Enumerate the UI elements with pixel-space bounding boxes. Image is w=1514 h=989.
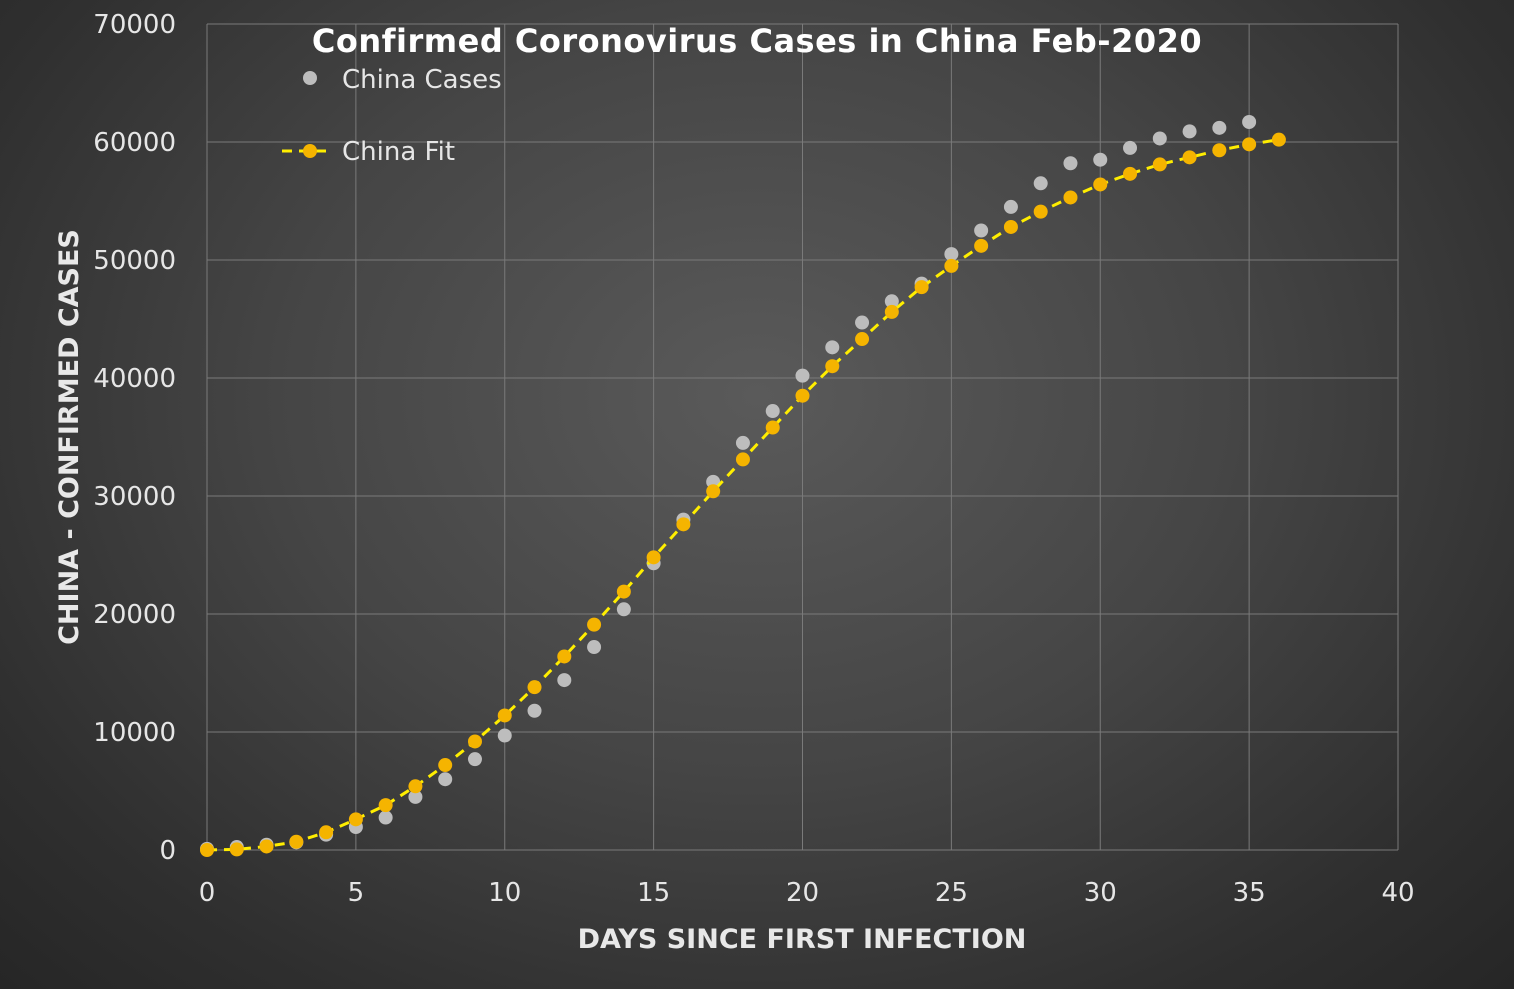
legend-label-china-cases: China Cases [342,65,502,95]
china-cases-point-9 [467,752,482,767]
legend-item-china-cases: China Cases [303,65,502,95]
china-fit-point-10 [497,708,512,723]
y-axis-ticks: 0 10000 20000 30000 40000 50000 60000 70000 [93,10,176,866]
x-tick-label-1: 5 [348,878,365,908]
y-tick-label-0: 0 [159,836,176,866]
y-tick-label-2: 20000 [93,600,176,630]
series-china-fit [200,132,1286,857]
china-cases-point-25 [944,247,959,262]
china-fit-point-31 [1123,166,1138,181]
china-fit-point-17 [706,484,721,499]
china-fit-point-29 [1063,190,1078,205]
x-tick-label-5: 25 [935,878,968,908]
china-fit-point-0 [200,843,214,857]
x-tick-label-8: 40 [1381,878,1414,908]
china-fit-point-14 [616,584,631,599]
x-tick-label-3: 15 [637,878,670,908]
china-fit-point-16 [676,517,691,532]
china-fit-line [206,138,1280,852]
china-cases-point-34 [1212,120,1227,135]
y-tick-label-6: 60000 [93,128,176,158]
china-fit-point-18 [735,452,750,467]
china-fit-point-11 [527,680,542,695]
x-tick-label-4: 20 [786,878,819,908]
series-layer [200,114,1286,857]
legend: China Cases China Fit [282,65,502,167]
china-cases-point-18 [735,435,750,450]
legend-label-china-fit: China Fit [342,137,455,167]
china-cases-point-28 [1033,176,1048,191]
y-tick-label-5: 50000 [93,246,176,276]
china-cases-point-10 [497,728,512,743]
china-cases-point-27 [1003,199,1018,214]
china-fit-point-23 [884,304,899,319]
china-cases-point-21 [825,340,840,355]
china-fit-point-3 [289,834,304,849]
china-cases-point-32 [1152,131,1167,146]
china-fit-point-5 [348,812,363,827]
china-fit-point-20 [795,388,810,403]
x-tick-label-2: 10 [488,878,521,908]
china-fit-point-9 [467,734,482,749]
china-cases-point-22 [855,315,870,330]
x-axis-ticks: 0 5 10 15 20 25 30 35 40 [199,878,1415,908]
china-fit-point-24 [914,280,929,295]
china-cases-point-23 [884,294,899,309]
china-cases-point-20 [795,368,810,383]
china-fit-point-4 [319,825,334,840]
china-fit-point-2 [259,839,274,854]
china-fit-point-28 [1033,204,1048,219]
china-fit-point-6 [378,798,393,813]
legend-marker-china-cases [303,71,317,85]
china-cases-point-14 [616,602,631,617]
china-cases-point-35 [1242,114,1257,129]
china-fit-point-33 [1182,150,1197,165]
china-fit-point-12 [557,649,572,664]
china-fit-point-26 [974,238,989,253]
y-tick-label-7: 70000 [93,10,176,40]
china-cases-point-12 [557,673,572,688]
series-china-cases [200,114,1257,856]
x-tick-label-0: 0 [199,878,216,908]
china-fit-point-30 [1093,177,1108,192]
china-fit-point-8 [438,758,453,773]
china-cases-point-6 [378,810,393,825]
china-cases-point-19 [765,404,780,419]
china-fit-point-34 [1212,143,1227,158]
legend-item-china-fit: China Fit [282,137,455,167]
china-cases-point-33 [1182,124,1197,139]
x-tick-label-7: 35 [1233,878,1266,908]
china-cases-point-31 [1123,140,1138,155]
china-fit-point-13 [587,617,602,632]
china-cases-point-13 [587,640,602,655]
china-fit-point-32 [1152,157,1167,172]
china-cases-point-26 [974,223,989,238]
chart-title: Confirmed Coronovirus Cases in China Feb… [312,22,1202,60]
china-fit-point-1 [229,842,244,857]
china-cases-point-29 [1063,156,1078,171]
legend-marker-china-fit [303,144,317,158]
y-axis-title: CHINA - CONFIRMED CASES [54,229,85,645]
china-fit-point-27 [1003,219,1018,234]
y-tick-label-3: 30000 [93,482,176,512]
china-cases-point-11 [527,703,542,718]
y-tick-label-4: 40000 [93,364,176,394]
china-fit-point-35 [1242,137,1257,152]
china-fit-point-7 [408,779,423,794]
china-fit-point-36 [1271,132,1286,147]
china-fit-point-19 [765,420,780,435]
china-cases-point-30 [1093,152,1108,167]
x-axis-title: DAYS SINCE FIRST INFECTION [578,924,1027,955]
x-tick-label-6: 30 [1084,878,1117,908]
china-cases-point-8 [438,772,453,787]
china-fit-point-22 [855,332,870,347]
china-cases-point-7 [408,789,423,804]
china-fit-point-15 [646,550,661,565]
china-fit-point-21 [825,359,840,374]
y-tick-label-1: 10000 [93,718,176,748]
china-fit-point-25 [944,258,959,273]
